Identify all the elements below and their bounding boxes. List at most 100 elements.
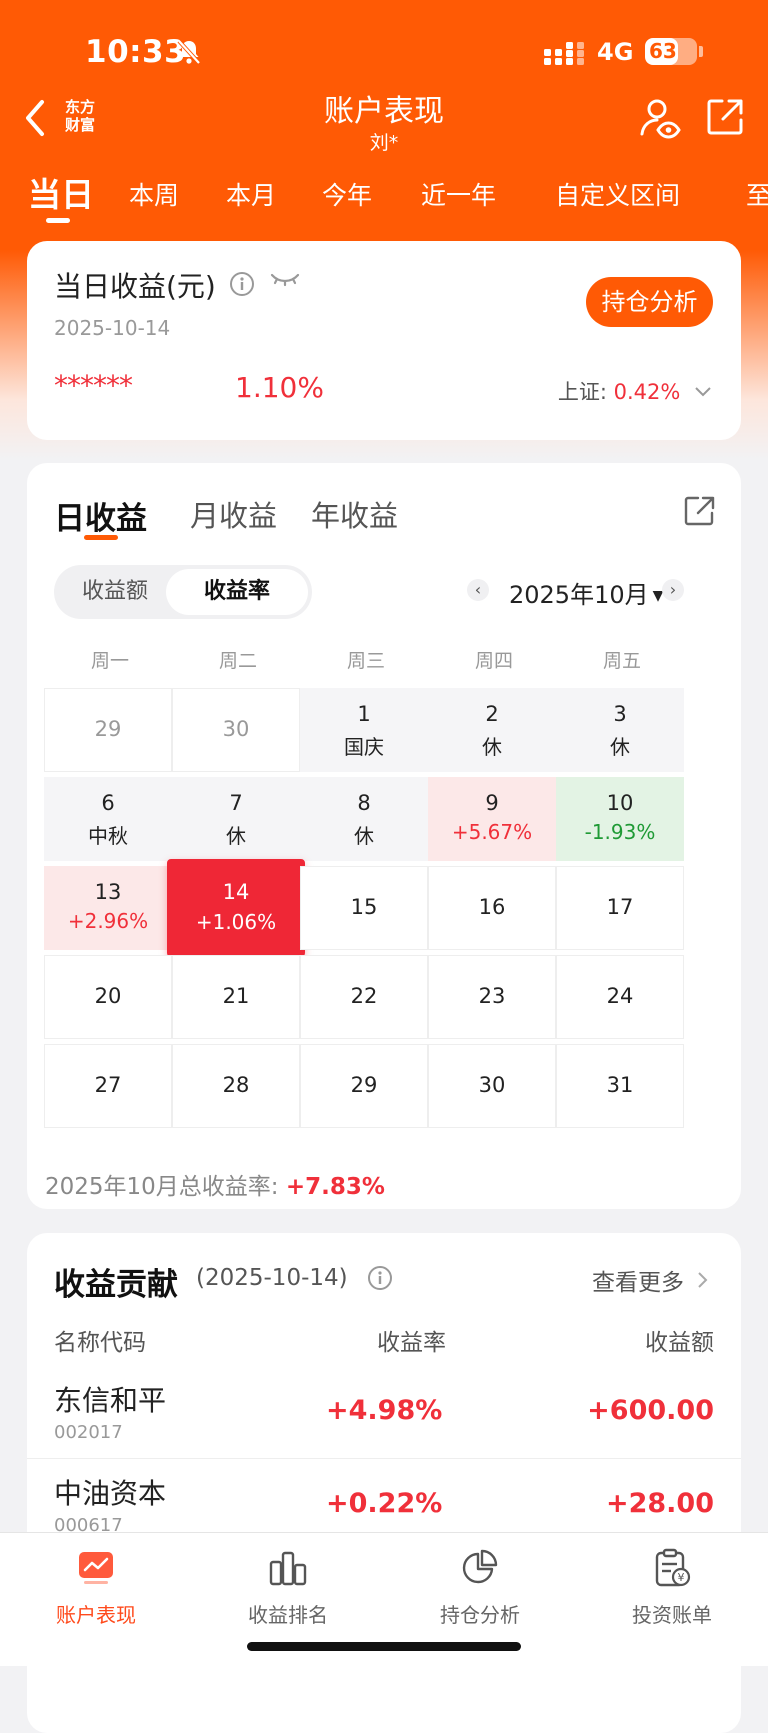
calendar-day[interactable]: 31 (556, 1044, 684, 1128)
view-more-link[interactable]: 查看更多 (592, 1263, 709, 1297)
stock-rate: +0.22% (326, 1488, 443, 1519)
day-number: 3 (613, 702, 627, 726)
eastmoney-logo: 东方 财富 (64, 98, 95, 134)
tab-indicator (46, 218, 70, 223)
tabbar-profit-ranking[interactable]: 收益排名 (192, 1543, 384, 1628)
day-number: 28 (222, 1073, 250, 1097)
caret-down-icon: ▼ (652, 588, 664, 604)
day-number: 6 (101, 791, 115, 815)
prev-month-icon[interactable]: ‹ (467, 579, 489, 601)
index-compare[interactable]: 上证: 0.42% (558, 376, 713, 406)
position-analysis-button[interactable]: 持仓分析 (586, 277, 713, 327)
weekday-label: 周五 (602, 650, 641, 672)
tabbar-account-performance[interactable]: 账户表现 (0, 1543, 192, 1628)
day-number: 9 (485, 791, 499, 815)
calendar-day[interactable]: 1 国庆 (300, 688, 428, 772)
subtab-monthly[interactable]: 月收益 (190, 499, 278, 533)
toggle-rate[interactable]: 收益率 (166, 569, 308, 615)
month-total: 2025年10月总收益率: +7.83% (45, 1167, 385, 1201)
day-number: 21 (222, 984, 250, 1008)
home-indicator (247, 1642, 521, 1651)
subtab-daily[interactable]: 日收益 (54, 501, 147, 537)
calendar-day[interactable]: 22 (300, 955, 428, 1039)
navigation-bar: 东方 财富 账户表现 刘* (0, 80, 768, 160)
tab-year[interactable]: 今年 (322, 181, 373, 210)
toggle-amount[interactable]: 收益额 (81, 579, 148, 604)
calendar-day[interactable]: 15 (300, 866, 428, 950)
day-note: +2.96% (67, 909, 149, 933)
tab-more[interactable]: 至 (746, 181, 768, 210)
stock-name: 中油资本 (54, 1477, 167, 1510)
day-number: 27 (94, 1073, 122, 1097)
day-note: +5.67% (451, 820, 533, 844)
day-number: 13 (94, 880, 122, 904)
month-total-label: 2025年10月总收益率: (45, 1174, 279, 1200)
daily-profit-label: 当日收益(元) (54, 270, 216, 303)
calendar-day[interactable]: 24 (556, 955, 684, 1039)
day-note: 休 (354, 824, 374, 848)
info-icon[interactable] (229, 271, 255, 301)
info-icon[interactable] (367, 1265, 393, 1295)
back-icon[interactable] (24, 98, 48, 142)
tab-week[interactable]: 本周 (129, 181, 180, 210)
day-note: 中秋 (88, 824, 128, 848)
calendar-day[interactable]: 27 (44, 1044, 172, 1128)
tabbar-investment-bill[interactable]: ¥ 投资账单 (576, 1543, 768, 1628)
weekday-label: 周四 (474, 650, 513, 672)
day-number: 17 (606, 895, 634, 919)
contribution-date: (2025-10-14) (196, 1265, 348, 1291)
day-number: 30 (478, 1073, 506, 1097)
weekday-label: 周三 (346, 650, 385, 672)
day-number: 24 (606, 984, 634, 1008)
day-number: 23 (478, 984, 506, 1008)
share-icon[interactable] (706, 98, 744, 140)
calendar-day[interactable]: 14 +1.06% (167, 859, 305, 957)
stock-name: 东信和平 (54, 1384, 167, 1417)
stock-amount: +600.00 (587, 1395, 714, 1426)
month-selector[interactable]: 2025年10月 ▼ (509, 581, 664, 609)
calendar-day[interactable]: 9 +5.67% (428, 777, 556, 861)
chevron-right-icon (698, 1272, 708, 1288)
calendar-day[interactable]: 29 (300, 1044, 428, 1128)
signal-icon (544, 42, 586, 70)
table-row[interactable]: 中油资本 000617 +0.22% +28.00 (27, 1462, 741, 1552)
calendar-day[interactable]: 21 (172, 955, 300, 1039)
calendar-day[interactable]: 20 (44, 955, 172, 1039)
pie-chart-icon (384, 1543, 576, 1593)
subtab-indicator (84, 535, 118, 540)
day-note: 休 (226, 824, 246, 848)
user-view-icon[interactable] (638, 96, 682, 144)
next-month-icon[interactable]: › (662, 579, 684, 601)
calendar-day[interactable]: 10 -1.93% (556, 777, 684, 861)
tab-today[interactable]: 当日 (28, 175, 94, 214)
day-number: 14 (222, 880, 250, 904)
table-row[interactable]: 东信和平 002017 +4.98% +600.00 (27, 1369, 741, 1459)
month-total-value: +7.83% (285, 1174, 385, 1200)
share-icon[interactable] (684, 495, 716, 531)
day-note: -1.93% (584, 820, 656, 844)
tabbar-position-analysis[interactable]: 持仓分析 (384, 1543, 576, 1628)
header-name-code: 名称代码 (54, 1330, 146, 1356)
tab-month[interactable]: 本月 (226, 181, 277, 210)
calendar-day[interactable]: 28 (172, 1044, 300, 1128)
calendar-day[interactable]: 13 +2.96% (44, 866, 172, 950)
month-picker: ‹ 2025年10月 ▼ › (467, 571, 727, 611)
day-number: 30 (222, 717, 250, 741)
stock-code: 000617 (54, 1515, 123, 1536)
tab-custom-range[interactable]: 自定义区间 (555, 181, 681, 210)
calendar-day[interactable]: 30 (428, 1044, 556, 1128)
calendar-day[interactable]: 6 中秋 (44, 777, 172, 861)
day-number: 15 (350, 895, 378, 919)
day-number: 7 (229, 791, 243, 815)
eye-closed-icon[interactable] (269, 269, 301, 295)
calendar-day[interactable]: 23 (428, 955, 556, 1039)
tab-last-year[interactable]: 近一年 (421, 181, 497, 210)
calendar-day[interactable]: 17 (556, 866, 684, 950)
calendar-day[interactable]: 16 (428, 866, 556, 950)
subtab-yearly[interactable]: 年收益 (311, 499, 399, 533)
day-note: +1.06% (195, 910, 277, 934)
